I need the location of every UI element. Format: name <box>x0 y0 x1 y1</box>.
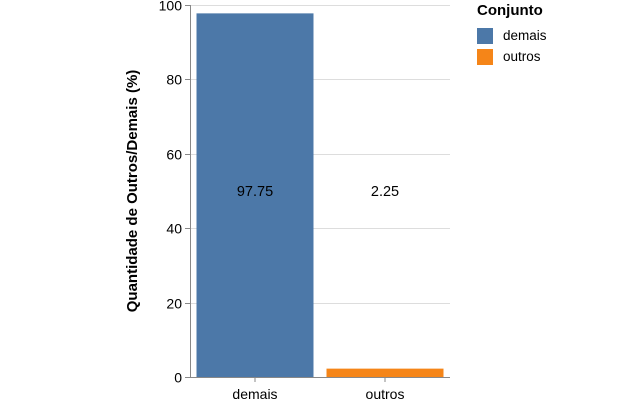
y-axis-title: Quantidade de Outros/Demais (%) <box>124 70 141 313</box>
legend-label-outros: outros <box>503 49 541 64</box>
bar-demais <box>196 13 314 378</box>
legend-swatch-demais <box>477 27 493 44</box>
y-tick-label-100: 100 <box>159 0 183 14</box>
y-ticks: 0 20 40 60 80 100 <box>159 0 190 386</box>
x-tick-label-demais: demais <box>232 386 277 400</box>
y-tick-label-80: 80 <box>166 72 182 88</box>
y-tick-label-60: 60 <box>166 147 182 163</box>
value-label-demais: 97.75 <box>237 184 273 200</box>
legend-item-demais: demais <box>477 25 547 46</box>
bar-outros <box>326 368 444 377</box>
y-tick-label-40: 40 <box>166 221 182 237</box>
value-label-outros: 2.25 <box>371 184 399 200</box>
y-tick-label-20: 20 <box>166 296 182 312</box>
y-tick-label-0: 0 <box>174 370 182 386</box>
legend-item-outros: outros <box>477 46 547 67</box>
legend-label-demais: demais <box>503 28 547 43</box>
legend-title: Conjunto <box>477 2 543 19</box>
legend-swatch-outros <box>477 48 493 65</box>
legend: Conjunto demais outros <box>477 2 547 67</box>
x-ticks: demais outros <box>232 377 404 400</box>
value-labels: 97.75 2.25 <box>237 184 399 200</box>
axes <box>190 5 450 378</box>
x-tick-label-outros: outros <box>366 386 405 400</box>
bars <box>196 13 444 378</box>
